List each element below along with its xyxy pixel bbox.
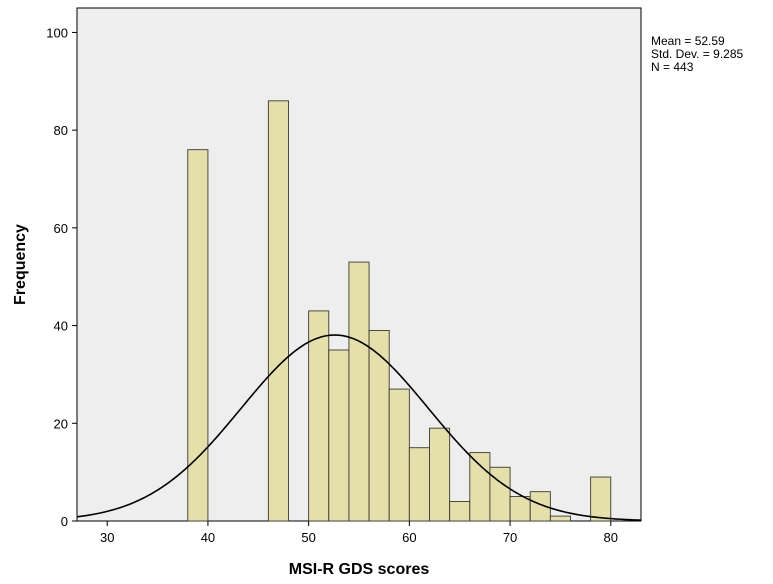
normal-curve (76, 334, 642, 521)
histogram-bar (187, 149, 209, 522)
y-tick-label: 20 (54, 416, 68, 431)
stats-mean: Mean = 52.59 (651, 34, 725, 48)
histogram-bar (509, 496, 531, 522)
x-axis: 30 40 50 60 70 80 (100, 521, 618, 545)
histogram-bar (368, 330, 390, 522)
histogram-bar (449, 501, 471, 522)
histogram-bar (549, 515, 571, 522)
y-tick-label: 100 (46, 25, 68, 40)
x-tick-label: 30 (100, 530, 114, 545)
histogram-bar (348, 261, 370, 522)
stats-n: N = 443 (651, 60, 694, 74)
histogram-bar (408, 447, 430, 522)
y-tick-label: 80 (54, 123, 68, 138)
x-tick-label: 60 (402, 530, 416, 545)
histogram-bar (489, 466, 511, 522)
histogram-bar (267, 100, 289, 522)
x-tick-label: 50 (301, 530, 315, 545)
histogram-bar (308, 310, 330, 522)
y-axis-title: Frequency (12, 224, 29, 305)
histogram-bar (328, 349, 350, 522)
stats-std-dev: Std. Dev. = 9.285 (651, 47, 743, 61)
histogram-bar (388, 388, 410, 522)
y-axis: 0 20 40 60 80 100 (46, 25, 77, 529)
bars-group (187, 100, 612, 522)
y-tick-label: 40 (54, 319, 68, 334)
y-tick-label: 60 (54, 221, 68, 236)
x-tick-label: 40 (201, 530, 215, 545)
histogram-bar (429, 427, 451, 522)
histogram-bar (529, 491, 551, 522)
x-axis-title: MSI-R GDS scores (289, 561, 430, 578)
x-tick-label: 80 (604, 530, 618, 545)
histogram-bar (590, 476, 612, 522)
x-tick-label: 70 (503, 530, 517, 545)
y-tick-label: 0 (61, 514, 68, 529)
histogram-bar (469, 452, 491, 522)
